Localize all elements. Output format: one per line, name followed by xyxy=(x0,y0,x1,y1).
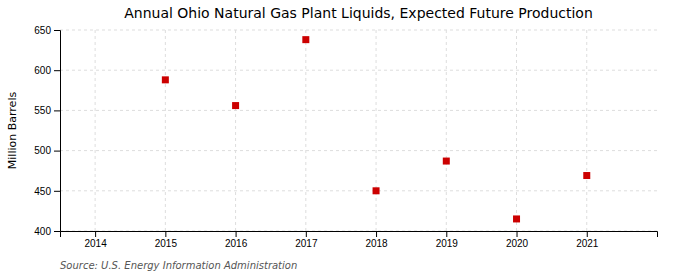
tick-label: 2014 xyxy=(84,238,107,249)
grid-line xyxy=(516,30,517,231)
grid-line xyxy=(95,30,96,231)
tick-mark xyxy=(54,70,60,71)
point xyxy=(162,76,169,83)
tick: 2018 xyxy=(365,231,388,249)
tick-label: 2018 xyxy=(365,238,388,249)
tick-mark xyxy=(236,231,237,237)
grid-line xyxy=(305,30,306,231)
x-axis: 2014 2015 2016 2017 2018 2019 2020 2021 xyxy=(61,231,658,249)
tick: 2021 xyxy=(576,231,599,249)
y-axis-title: Million Barrels xyxy=(6,92,19,170)
tick-mark xyxy=(306,231,307,237)
tick: 2020 xyxy=(506,231,529,249)
tick-label: 2019 xyxy=(436,238,459,249)
grid-line xyxy=(60,30,657,31)
tick: 2015 xyxy=(155,231,178,249)
tick-mark xyxy=(376,231,377,237)
chart: 2014 2015 2016 2017 2018 2019 2020 2021 400 450 50… xyxy=(0,0,675,275)
tick-mark xyxy=(54,231,60,232)
tick-label: 500 xyxy=(34,145,51,156)
tick-label: 2021 xyxy=(576,238,599,249)
tick: 2017 xyxy=(295,231,318,249)
point xyxy=(302,36,309,43)
grid-line xyxy=(60,190,657,191)
point xyxy=(373,187,380,194)
tick-label: 2020 xyxy=(506,238,529,249)
tick: 600 xyxy=(34,65,60,76)
tick-label: 650 xyxy=(34,25,51,36)
grid-line xyxy=(376,30,377,231)
tick: 450 xyxy=(34,186,60,197)
x-axis-line xyxy=(61,232,658,238)
title: Annual Ohio Natural Gas Plant Liquids, E… xyxy=(124,5,593,21)
tick-mark xyxy=(446,231,447,237)
grid-line xyxy=(60,70,657,71)
tick-mark xyxy=(587,231,588,237)
tick: 400 xyxy=(34,226,60,237)
tick-mark xyxy=(54,191,60,192)
tick-label: 2016 xyxy=(225,238,248,249)
tick-label: 2015 xyxy=(155,238,178,249)
grid-line xyxy=(586,30,587,231)
tick-mark xyxy=(54,110,60,111)
grid-line xyxy=(446,30,447,231)
grid-line xyxy=(235,30,236,231)
y-axis-line xyxy=(54,31,61,232)
tick: 500 xyxy=(34,145,60,156)
y-axis: 400 450 500 550 600 650 xyxy=(34,25,60,237)
point xyxy=(443,158,450,165)
tick: 650 xyxy=(34,25,60,36)
tick: 2016 xyxy=(225,231,248,249)
tick-mark xyxy=(517,231,518,237)
tick-label: 2017 xyxy=(295,238,318,249)
tick: 2019 xyxy=(436,231,459,249)
tick: 550 xyxy=(34,105,60,116)
point xyxy=(583,172,590,179)
tick-mark xyxy=(95,231,96,237)
tick-mark xyxy=(54,151,60,152)
points xyxy=(162,36,590,222)
plot: 2014 2015 2016 2017 2018 2019 2020 2021 400 450 50… xyxy=(34,25,657,249)
grid-line xyxy=(60,110,657,111)
grid-line xyxy=(165,30,166,231)
tick-label: 400 xyxy=(34,226,51,237)
tick-mark xyxy=(165,231,166,237)
tick-label: 550 xyxy=(34,105,51,116)
tick-label: 600 xyxy=(34,65,51,76)
grid xyxy=(60,30,657,231)
tick-mark xyxy=(54,30,60,31)
point xyxy=(232,102,239,109)
grid-line xyxy=(60,150,657,151)
tick-label: 450 xyxy=(34,186,51,197)
point xyxy=(513,215,520,222)
source: Source: U.S. Energy Information Administ… xyxy=(60,260,297,271)
tick: 2014 xyxy=(84,231,107,249)
